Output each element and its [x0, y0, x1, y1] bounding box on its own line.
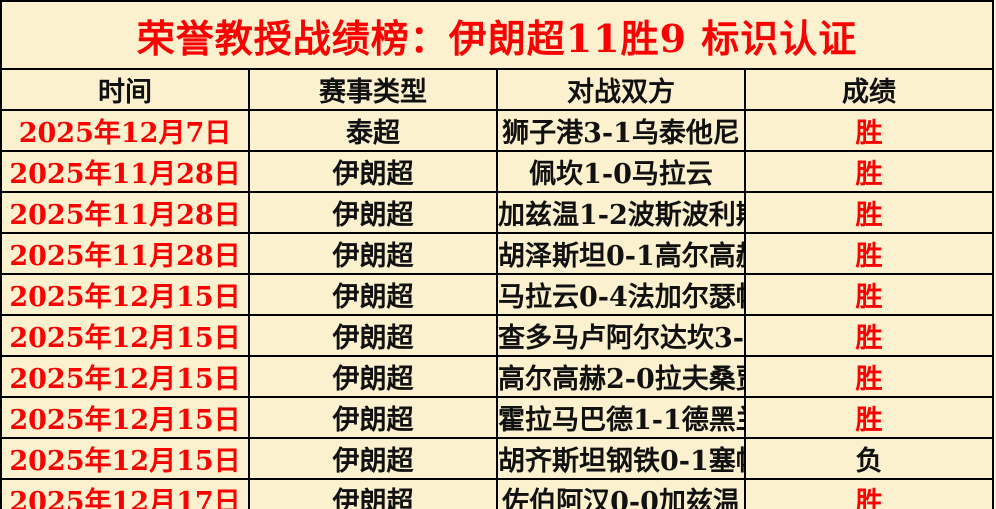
result-cell: 胜	[744, 478, 994, 509]
date-cell: 2025年11月28日	[0, 150, 250, 193]
date-cell: 2025年11月28日	[0, 232, 250, 275]
table-row: 2025年12月15日 伊朗超 马拉云0-4法加尔瑟帕斯 胜	[0, 273, 994, 316]
date-cell: 2025年12月15日	[0, 355, 250, 398]
result-cell: 胜	[744, 109, 994, 152]
column-header-matchup: 对战双方	[496, 68, 746, 111]
table-row: 2025年12月15日 伊朗超 胡齐斯坦钢铁0-1塞帕汉 负	[0, 437, 994, 480]
league-cell: 伊朗超	[248, 396, 498, 439]
table-row: 2025年12月7日 泰超 狮子港3-1乌泰他尼 胜	[0, 109, 994, 152]
match-cell: 佩坎1-0马拉云	[496, 150, 746, 193]
match-cell: 佐伯阿汉0-0加兹温	[496, 478, 746, 509]
league-cell: 伊朗超	[248, 355, 498, 398]
league-cell: 伊朗超	[248, 314, 498, 357]
league-cell: 伊朗超	[248, 273, 498, 316]
match-cell: 加兹温1-2波斯波利斯	[496, 191, 746, 234]
date-cell: 2025年12月15日	[0, 273, 250, 316]
league-cell: 伊朗超	[248, 232, 498, 275]
match-cell: 胡泽斯坦0-1高尔高赫	[496, 232, 746, 275]
date-cell: 2025年12月7日	[0, 109, 250, 152]
table-row: 2025年11月28日 伊朗超 加兹温1-2波斯波利斯 胜	[0, 191, 994, 234]
column-header-league: 赛事类型	[248, 68, 498, 111]
result-cell: 胜	[744, 191, 994, 234]
column-header-result: 成绩	[744, 68, 994, 111]
header-row: 时间 赛事类型 对战双方 成绩	[0, 68, 994, 111]
match-cell: 狮子港3-1乌泰他尼	[496, 109, 746, 152]
result-cell: 胜	[744, 396, 994, 439]
title-row: 荣誉教授战绩榜：伊朗超11胜9 标识认证	[0, 0, 994, 70]
table-row: 2025年12月15日 伊朗超 霍拉马巴德1-1德黑兰独立 胜	[0, 396, 994, 439]
league-cell: 伊朗超	[248, 437, 498, 480]
match-cell: 胡齐斯坦钢铁0-1塞帕汉	[496, 437, 746, 480]
result-cell: 胜	[744, 355, 994, 398]
match-cell: 霍拉马巴德1-1德黑兰独立	[496, 396, 746, 439]
date-cell: 2025年12月17日	[0, 478, 250, 509]
date-cell: 2025年12月15日	[0, 437, 250, 480]
table-row: 2025年11月28日 伊朗超 佩坎1-0马拉云 胜	[0, 150, 994, 193]
date-cell: 2025年12月15日	[0, 314, 250, 357]
league-cell: 泰超	[248, 109, 498, 152]
match-cell: 查多马卢阿尔达坎3-1胡泽斯坦	[496, 314, 746, 357]
league-cell: 伊朗超	[248, 150, 498, 193]
date-cell: 2025年11月28日	[0, 191, 250, 234]
page-title: 荣誉教授战绩榜：伊朗超11胜9 标识认证	[0, 0, 994, 70]
match-cell: 马拉云0-4法加尔瑟帕斯	[496, 273, 746, 316]
table-row: 2025年12月15日 伊朗超 查多马卢阿尔达坎3-1胡泽斯坦 胜	[0, 314, 994, 357]
league-cell: 伊朗超	[248, 191, 498, 234]
column-header-time: 时间	[0, 68, 250, 111]
result-cell: 胜	[744, 232, 994, 275]
table-row: 2025年12月17日 伊朗超 佐伯阿汉0-0加兹温 胜	[0, 478, 994, 509]
result-cell: 胜	[744, 314, 994, 357]
table-row: 2025年12月15日 伊朗超 高尔高赫2-0拉夫桑贾 胜	[0, 355, 994, 398]
table-row: 2025年11月28日 伊朗超 胡泽斯坦0-1高尔高赫 胜	[0, 232, 994, 275]
result-cell: 胜	[744, 150, 994, 193]
match-cell: 高尔高赫2-0拉夫桑贾	[496, 355, 746, 398]
date-cell: 2025年12月15日	[0, 396, 250, 439]
result-cell: 负	[744, 437, 994, 480]
result-cell: 胜	[744, 273, 994, 316]
league-cell: 伊朗超	[248, 478, 498, 509]
